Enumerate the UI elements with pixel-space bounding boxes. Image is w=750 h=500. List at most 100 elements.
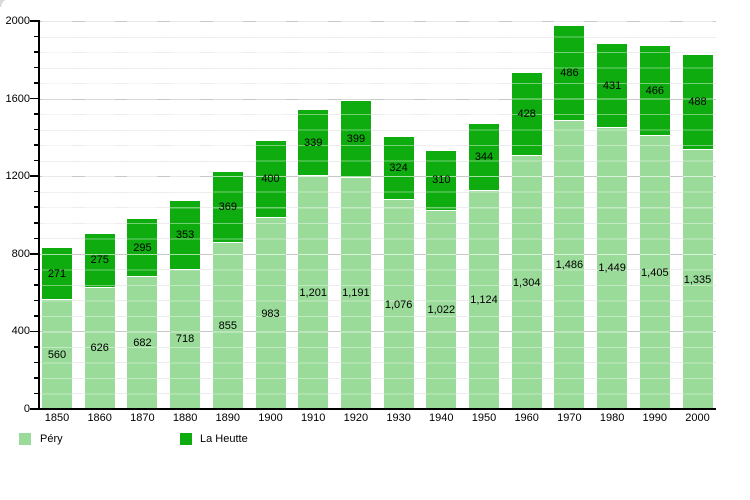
x-tick-label: 1890 bbox=[215, 412, 241, 424]
y-tick-label: 400 bbox=[11, 325, 30, 338]
y-tick-minor bbox=[34, 315, 40, 317]
value-label: 310 bbox=[432, 174, 451, 187]
legend-label-pery: Péry bbox=[40, 433, 63, 445]
y-tick-minor bbox=[34, 237, 40, 240]
x-tick-label: 1920 bbox=[343, 412, 369, 424]
value-label: 718 bbox=[175, 333, 195, 346]
bar-segment-la-heutte: 310 bbox=[426, 150, 457, 211]
value-label: 1,335 bbox=[683, 273, 712, 286]
y-tick-minor bbox=[34, 206, 40, 208]
bar-segment-péry: 1,076 bbox=[383, 200, 414, 409]
bar-segment-la-heutte: 488 bbox=[682, 55, 713, 151]
y-tick-minor bbox=[34, 35, 40, 38]
bar-segment-la-heutte: 466 bbox=[639, 46, 670, 137]
gridline-major bbox=[40, 21, 716, 22]
gridline-major bbox=[40, 331, 716, 333]
y-tick-minor bbox=[34, 159, 40, 162]
value-label: 369 bbox=[218, 200, 237, 213]
bar-column-1850: 560 271 bbox=[42, 21, 72, 409]
bar-segment-la-heutte: 428 bbox=[511, 73, 542, 157]
bar-column-2000: 1,335 488 bbox=[682, 21, 713, 409]
bar-segment-la-heutte: 399 bbox=[340, 100, 371, 178]
bar-column-1980: 1,449 431 bbox=[597, 21, 628, 409]
gridline-minor bbox=[40, 129, 716, 131]
bar-segment-péry: 1,335 bbox=[682, 150, 713, 409]
bar-column-1860: 626 275 bbox=[84, 21, 115, 409]
bar-segment-péry: 1,486 bbox=[554, 120, 585, 409]
bar-column-1990: 1,405 466 bbox=[639, 21, 670, 409]
bar-segment-la-heutte: 400 bbox=[255, 140, 286, 219]
gridline-minor bbox=[40, 377, 716, 379]
value-label: 1,022 bbox=[427, 303, 456, 316]
value-label: 466 bbox=[645, 84, 664, 97]
y-tick-major bbox=[30, 97, 40, 100]
bar-segment-péry: 1,201 bbox=[298, 176, 329, 409]
y-tick-minor bbox=[34, 113, 40, 115]
y-tick-label: 0 bbox=[23, 403, 30, 415]
gridline-major bbox=[40, 98, 716, 100]
value-label: 344 bbox=[474, 151, 494, 164]
x-tick-label: 1900 bbox=[258, 412, 283, 424]
gridline-minor bbox=[40, 160, 716, 162]
y-tick-major bbox=[30, 175, 40, 177]
value-label: 399 bbox=[346, 132, 366, 145]
y-tick-major bbox=[30, 330, 40, 333]
value-label: 1,449 bbox=[598, 262, 626, 275]
bar-column-1940: 1,022 310 bbox=[426, 21, 457, 409]
bar-segment-péry: 1,405 bbox=[639, 136, 670, 409]
bar-column-1970: 1,486 486 bbox=[554, 21, 585, 409]
bar-segment-péry: 718 bbox=[170, 269, 201, 409]
bar-segment-la-heutte: 431 bbox=[597, 44, 628, 128]
bar-column-1870: 682 295 bbox=[127, 21, 158, 409]
value-label: 1,486 bbox=[555, 258, 584, 271]
gridline-minor bbox=[40, 284, 716, 286]
x-tick-label: 1980 bbox=[599, 412, 625, 424]
value-label: 431 bbox=[602, 79, 622, 92]
value-label: 339 bbox=[304, 136, 323, 149]
value-label: 486 bbox=[560, 67, 579, 80]
value-label: 1,201 bbox=[299, 286, 327, 299]
bar-segment-péry: 1,022 bbox=[426, 210, 457, 409]
value-label: 1,304 bbox=[512, 276, 541, 289]
x-tick-label: 1940 bbox=[429, 412, 454, 424]
value-label: 626 bbox=[90, 342, 109, 355]
gridline-minor bbox=[40, 269, 716, 271]
x-tick-label: 1910 bbox=[300, 412, 326, 424]
gridline-minor bbox=[40, 52, 716, 54]
y-tick-label: 800 bbox=[11, 247, 30, 260]
value-label: 1,076 bbox=[384, 298, 413, 311]
bar-segment-péry: 1,191 bbox=[340, 177, 371, 409]
y-tick-major bbox=[30, 253, 40, 255]
bar-column-1960: 1,304 428 bbox=[511, 21, 542, 409]
bar-segment-la-heutte: 275 bbox=[84, 234, 115, 288]
y-tick-major bbox=[30, 408, 40, 410]
y-tick-label: 2000 bbox=[5, 15, 30, 27]
y-tick-label: 1200 bbox=[5, 170, 30, 183]
value-label: 1,124 bbox=[470, 293, 498, 306]
x-tick-label: 1930 bbox=[386, 412, 411, 424]
x-tick-label: 1880 bbox=[172, 412, 198, 424]
x-axis-line bbox=[38, 408, 716, 410]
bar-segment-péry: 682 bbox=[127, 276, 158, 409]
y-tick-minor bbox=[34, 51, 40, 53]
gridline-minor bbox=[40, 315, 716, 317]
value-label: 400 bbox=[261, 173, 280, 186]
bar-column-1880: 718 353 bbox=[170, 21, 201, 409]
gridline-minor bbox=[40, 362, 716, 364]
y-tick-minor bbox=[34, 82, 40, 84]
gridline-major bbox=[40, 253, 716, 255]
value-label: 855 bbox=[218, 320, 237, 333]
value-label: 1,405 bbox=[641, 266, 669, 279]
y-tick-minor bbox=[34, 392, 40, 395]
bar-column-1950: 1,124 344 bbox=[469, 21, 499, 409]
bar-column-1930: 1,076 324 bbox=[383, 21, 414, 409]
y-tick-label: 1600 bbox=[5, 92, 30, 105]
bar-segment-péry: 1,449 bbox=[597, 127, 628, 409]
gridline-minor bbox=[40, 67, 716, 69]
y-tick-minor bbox=[34, 284, 40, 286]
y-tick-minor bbox=[34, 144, 40, 146]
bar-segment-péry: 983 bbox=[255, 218, 286, 409]
gridline-minor bbox=[40, 222, 716, 224]
y-tick-major bbox=[30, 20, 40, 22]
